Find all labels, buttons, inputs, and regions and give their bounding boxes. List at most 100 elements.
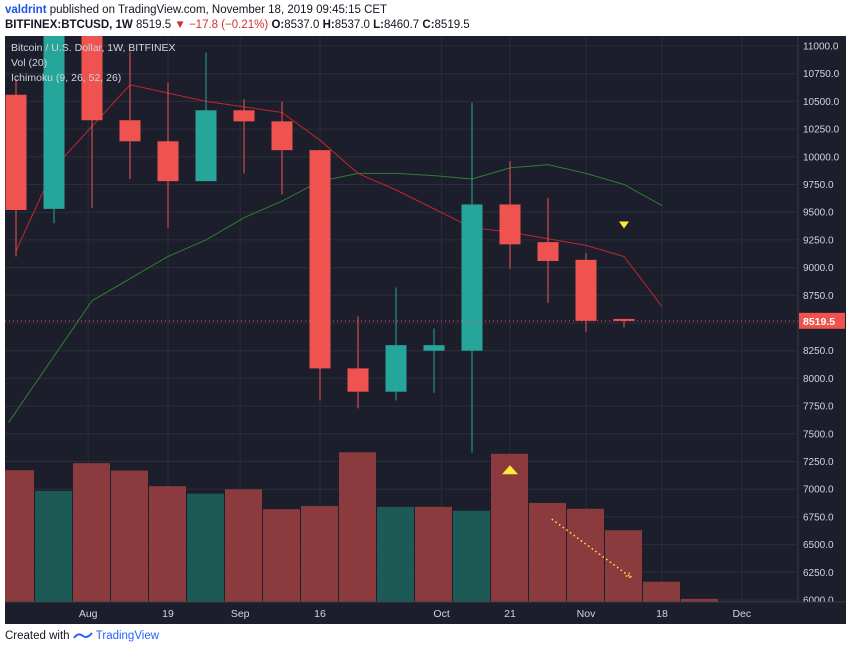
x-axis-labels: Aug 19 Sep 16 Oct 21 Nov 18 Dec	[79, 608, 751, 620]
candle-body	[613, 318, 635, 321]
price-chart[interactable]: 6000.0 6250.0 6500.0 6750.0 7000.0 7250.0 7500…	[0, 0, 846, 624]
close-value: 8519.5	[434, 19, 470, 31]
symbol-info: BITFINEX:BTCUSD, 1W 8519.5 ▼ −17.8 (−0.2…	[5, 19, 470, 31]
tradingview-brand[interactable]: TradingView	[95, 630, 160, 642]
volume-bar	[681, 598, 718, 602]
last-price-label: 8519.5	[799, 312, 845, 329]
high-value: 8537.0	[334, 19, 370, 31]
buy-signal-icon	[502, 465, 518, 475]
y-tick-label: 7000.0	[803, 485, 834, 496]
last-price-tag	[799, 312, 845, 329]
open-value: 8537.0	[284, 19, 320, 31]
chart-legend: Bitcoin / U.S. Dollar, 1W, BITFINEX Vol …	[11, 42, 176, 84]
y-tick-label: 10500.0	[803, 97, 840, 108]
volume-bar	[73, 463, 110, 602]
candle-body	[499, 204, 521, 245]
x-tick-label: 18	[656, 608, 668, 620]
legend-ichimoku: Ichimoku (9, 26, 52, 26)	[11, 72, 121, 84]
y-tick-label: 8000.0	[803, 374, 834, 385]
y-tick-label: 8250.0	[803, 346, 834, 357]
volume-bar	[339, 452, 376, 602]
created-with-text: Created with	[5, 630, 70, 642]
volume-bar	[0, 470, 34, 602]
high-label: H:	[322, 19, 335, 31]
legend-volume: Vol (20)	[11, 57, 47, 69]
trend-dotted-line	[551, 518, 633, 579]
candles	[5, 0, 635, 453]
volume-bar	[529, 502, 566, 602]
volume-bar	[605, 530, 642, 602]
x-tick-label: Dec	[732, 608, 751, 620]
volume-bar	[149, 486, 186, 602]
overlay	[5, 221, 798, 579]
candle-body	[537, 242, 559, 261]
candle-body	[43, 0, 65, 209]
x-tick-label: 21	[504, 608, 516, 620]
y-tick-label: 9250.0	[803, 235, 834, 246]
y-tick-label: 7500.0	[803, 429, 834, 440]
candle-body	[309, 150, 331, 369]
x-tick-label: Aug	[79, 608, 98, 620]
time-axis[interactable]	[5, 602, 846, 624]
volume-bar	[35, 490, 72, 602]
y-tick-label: 7750.0	[803, 402, 834, 413]
y-tick-label: 10000.0	[803, 152, 840, 163]
candle-body	[5, 94, 27, 210]
y-tick-label: 10750.0	[803, 69, 840, 80]
volume-bar	[111, 470, 148, 602]
candle-body	[271, 121, 293, 151]
x-tick-label: Nov	[577, 608, 596, 620]
candle-body	[195, 110, 217, 182]
candle-body	[347, 368, 369, 392]
y-tick-label: 9500.0	[803, 208, 834, 219]
y-tick-label: 6250.0	[803, 568, 834, 579]
volume-bar	[377, 506, 414, 602]
lagging-span-line	[7, 164, 663, 423]
trend-arrow-icon	[625, 571, 633, 579]
volume-bars	[0, 452, 718, 602]
volume-bar	[491, 453, 528, 602]
x-tick-label: Oct	[433, 608, 449, 620]
candle-body	[575, 259, 597, 321]
y-tick-label: 11000.0	[803, 42, 839, 53]
volume-bar	[415, 506, 452, 602]
y-tick-label: 6750.0	[803, 512, 834, 523]
x-tick-label: Sep	[231, 608, 250, 620]
author-link[interactable]: valdrint	[5, 4, 47, 16]
publish-header: valdrint published on TradingView.com, N…	[0, 0, 850, 36]
volume-bar	[567, 508, 604, 602]
x-tick-label: 19	[162, 608, 174, 620]
close-label: C:	[422, 19, 435, 31]
price-change: ▼ −17.8 (−0.21%)	[174, 19, 269, 31]
open-label: O:	[271, 19, 285, 31]
volume-bar	[225, 489, 262, 602]
symbol-label: BITFINEX:BTCUSD, 1W	[5, 19, 133, 31]
volume-bar	[301, 506, 338, 602]
candle-body	[81, 12, 103, 121]
volume-bar	[643, 581, 680, 602]
sell-signal-icon	[619, 221, 629, 229]
candle-body	[233, 110, 255, 122]
volume-bar	[453, 510, 490, 602]
chart-panel[interactable]: 6000.0 6250.0 6500.0 6750.0 7000.0 7250.0 7500…	[0, 0, 846, 624]
candle-body	[157, 141, 179, 182]
y-tick-label: 9000.0	[803, 263, 834, 274]
volume-bar	[263, 509, 300, 602]
y-tick-label: 9750.0	[803, 180, 834, 191]
y-tick-label: 10250.0	[803, 125, 840, 136]
candle-body	[119, 120, 141, 142]
low-label: L:	[373, 19, 384, 31]
candle-body	[461, 204, 483, 351]
y-tick-label: 7250.0	[803, 457, 834, 468]
last-price-tag-text: 8519.5	[803, 316, 835, 328]
footer: Created with TradingView	[5, 630, 159, 642]
y-tick-label: 6000.0	[803, 596, 834, 607]
x-tick-label: 16	[314, 608, 326, 620]
last-price: 8519.5	[135, 19, 172, 31]
legend-title: Bitcoin / U.S. Dollar, 1W, BITFINEX	[11, 42, 176, 54]
volume-bar	[187, 493, 224, 602]
published-text: published on TradingView.com, November 1…	[49, 4, 388, 16]
y-axis-labels: 6000.0 6250.0 6500.0 6750.0 7000.0 7250.0 7500…	[803, 42, 840, 607]
tradingview-logo-icon	[72, 630, 96, 642]
y-tick-label: 6500.0	[803, 540, 834, 551]
